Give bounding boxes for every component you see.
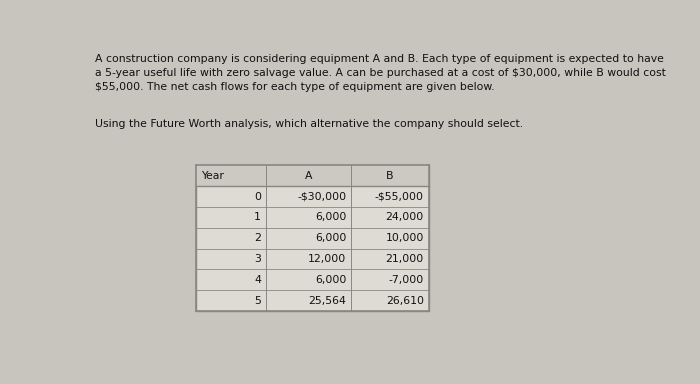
Text: 26,610: 26,610 (386, 296, 424, 306)
Text: 25,564: 25,564 (309, 296, 346, 306)
Text: 21,000: 21,000 (386, 254, 424, 264)
Text: A construction company is considering equipment A and B. Each type of equipment : A construction company is considering eq… (95, 54, 666, 92)
Text: -$30,000: -$30,000 (298, 192, 346, 202)
Text: Year: Year (201, 171, 223, 181)
Text: 12,000: 12,000 (308, 254, 346, 264)
Bar (196, 166, 428, 186)
Text: 24,000: 24,000 (386, 212, 424, 222)
Text: A: A (304, 171, 312, 181)
Text: 6,000: 6,000 (315, 275, 346, 285)
Text: 6,000: 6,000 (315, 233, 346, 243)
Text: 10,000: 10,000 (386, 233, 424, 243)
Text: 1: 1 (254, 212, 261, 222)
Text: -$55,000: -$55,000 (375, 192, 424, 202)
Text: 0: 0 (254, 192, 261, 202)
Text: Using the Future Worth analysis, which alternative the company should select.: Using the Future Worth analysis, which a… (95, 119, 524, 129)
Text: -7,000: -7,000 (389, 275, 424, 285)
Text: B: B (386, 171, 393, 181)
Text: 3: 3 (254, 254, 261, 264)
Text: 2: 2 (254, 233, 261, 243)
Text: 5: 5 (254, 296, 261, 306)
Text: 6,000: 6,000 (315, 212, 346, 222)
Text: 4: 4 (254, 275, 261, 285)
